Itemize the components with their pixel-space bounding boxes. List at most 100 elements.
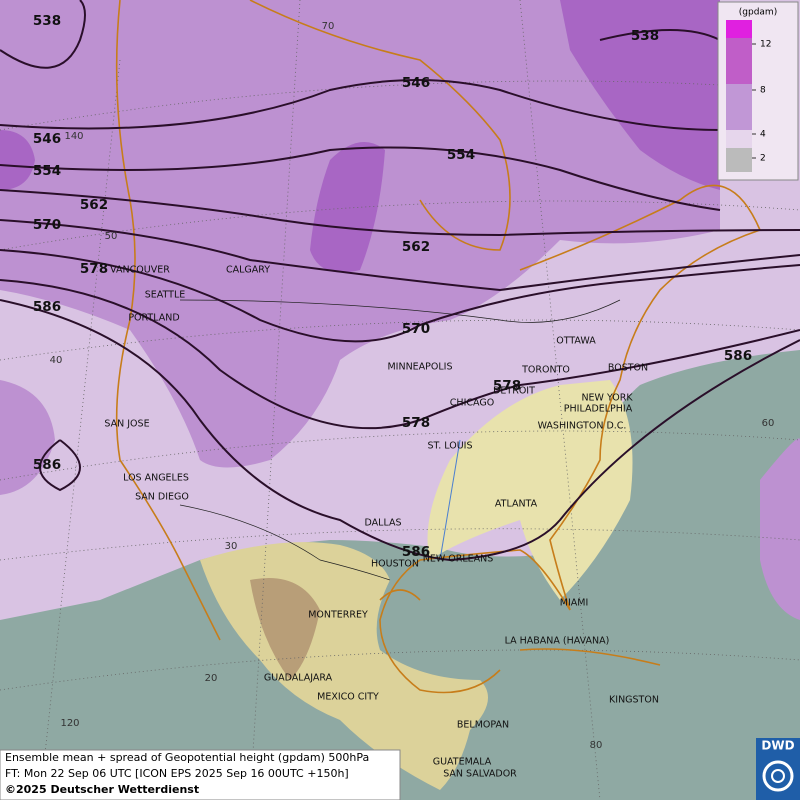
labels: VANCOUVER CALGARY SEATTLE PORTLAND MINNEAPOL… — [33, 13, 774, 780]
high-spread-area — [310, 142, 385, 273]
contour-label: 554 — [33, 163, 61, 179]
city-label: ST. LOUIS — [428, 441, 473, 452]
legend-tick-label: 2 — [760, 154, 766, 164]
legend-tick-label: 8 — [760, 86, 766, 96]
contour-label: 586 — [33, 299, 61, 315]
land-terrain — [427, 380, 633, 600]
city-label: HOUSTON — [371, 559, 419, 570]
contour-label: 538 — [33, 13, 61, 29]
contour — [0, 79, 721, 131]
graticule-label: 60 — [762, 418, 775, 429]
city-label: SAN DIEGO — [135, 492, 189, 503]
graticule — [39, 59, 121, 800]
contour — [0, 219, 800, 292]
legend-tick-label: 12 — [760, 40, 771, 50]
city-label: CALGARY — [226, 265, 270, 276]
graticule — [0, 80, 800, 131]
contour-label: 586 — [724, 348, 752, 364]
contour — [0, 249, 800, 343]
city-label: GUADALAJARA — [264, 673, 333, 684]
graticule-label: 140 — [64, 131, 83, 142]
mountains — [250, 578, 320, 680]
graticule-label: 30 — [225, 541, 238, 552]
graticule-label: 80 — [590, 740, 603, 751]
contour — [0, 279, 800, 430]
city-label: TORONTO — [521, 365, 570, 376]
high-spread-area — [560, 0, 720, 190]
legend-swatch — [726, 20, 752, 38]
city-label: CHICAGO — [450, 398, 494, 409]
caption-box — [0, 749, 401, 800]
city-label: MONTERREY — [308, 610, 368, 621]
city-label: DETROIT — [493, 386, 535, 397]
coastline — [379, 589, 421, 601]
graticule-label: 70 — [322, 21, 335, 32]
city-label: MIAMI — [560, 598, 589, 609]
coastline — [379, 184, 762, 694]
border — [179, 504, 391, 581]
border — [179, 299, 621, 323]
high-spread-area — [0, 130, 35, 190]
caption-line: Ensemble mean + spread of Geopotential h… — [5, 751, 369, 764]
coastline — [115, 0, 221, 641]
logo-icon — [771, 769, 785, 783]
city-label: LA HABANA (HAVANA) — [505, 636, 610, 647]
contour — [0, 299, 800, 562]
contour-label: 546 — [402, 75, 430, 91]
contour-label: 562 — [80, 197, 108, 213]
city-label: PHILADELPHIA — [564, 404, 633, 415]
contour — [0, 146, 721, 211]
legend-swatch — [726, 148, 752, 172]
city-label: KINGSTON — [609, 695, 659, 706]
contour-label: 578 — [402, 415, 430, 431]
river — [439, 439, 461, 561]
legend-swatch — [726, 130, 752, 148]
legend-swatch — [726, 38, 752, 84]
graticule — [0, 430, 800, 481]
city-label: SEATTLE — [145, 290, 186, 301]
city-label: VANCOUVER — [110, 265, 170, 276]
graticule-label: 120 — [60, 718, 79, 729]
city-label: GUATEMALA — [433, 757, 492, 768]
city-label: WASHINGTON D.C. — [538, 421, 627, 432]
coastline — [249, 0, 511, 251]
contour-label: 578 — [80, 261, 108, 277]
city-label: DALLAS — [365, 518, 402, 529]
legend-tick-label: 4 — [760, 130, 766, 140]
city-label: SAN JOSE — [104, 419, 149, 430]
city-label: BELMOPAN — [457, 720, 509, 731]
contour — [39, 439, 81, 492]
city-label: MINNEAPOLIS — [387, 362, 452, 373]
contour-label: 562 — [402, 239, 430, 255]
graticule-label: 50 — [105, 231, 118, 242]
contour — [599, 29, 721, 41]
logo-icon — [762, 760, 794, 792]
contour-label: 586 — [402, 544, 430, 560]
caption-line: ©2025 Deutscher Wetterdienst — [5, 783, 199, 796]
coastline — [519, 648, 661, 666]
contour-label: 546 — [33, 131, 61, 147]
city-label: NEW ORLEANS — [423, 554, 494, 565]
legend-title: (gpdam) — [739, 8, 777, 18]
caption-line: FT: Mon 22 Sep 06 UTC [ICON EPS 2025 Sep… — [5, 767, 349, 780]
contour-label: 578 — [493, 378, 521, 394]
city-label: MEXICO CITY — [317, 692, 379, 703]
contour-label: 554 — [447, 147, 475, 163]
contour — [0, 189, 800, 237]
city-label: NEW YORK — [581, 393, 633, 404]
contour-label: 570 — [33, 217, 61, 233]
contour-label: 538 — [631, 28, 659, 44]
contour-label: 570 — [402, 321, 430, 337]
city-label: LOS ANGELES — [123, 473, 189, 484]
city-label: SAN SALVADOR — [443, 769, 517, 780]
contour-label: 586 — [33, 457, 61, 473]
graticule-label: 20 — [205, 673, 218, 684]
graticule — [249, 0, 301, 800]
mid-spread-area — [760, 438, 800, 620]
legend-swatch — [726, 84, 752, 130]
city-label: BOSTON — [608, 363, 648, 374]
graticule-label: 40 — [50, 355, 63, 366]
contour — [0, 0, 86, 69]
city-label: ATLANTA — [495, 499, 538, 510]
